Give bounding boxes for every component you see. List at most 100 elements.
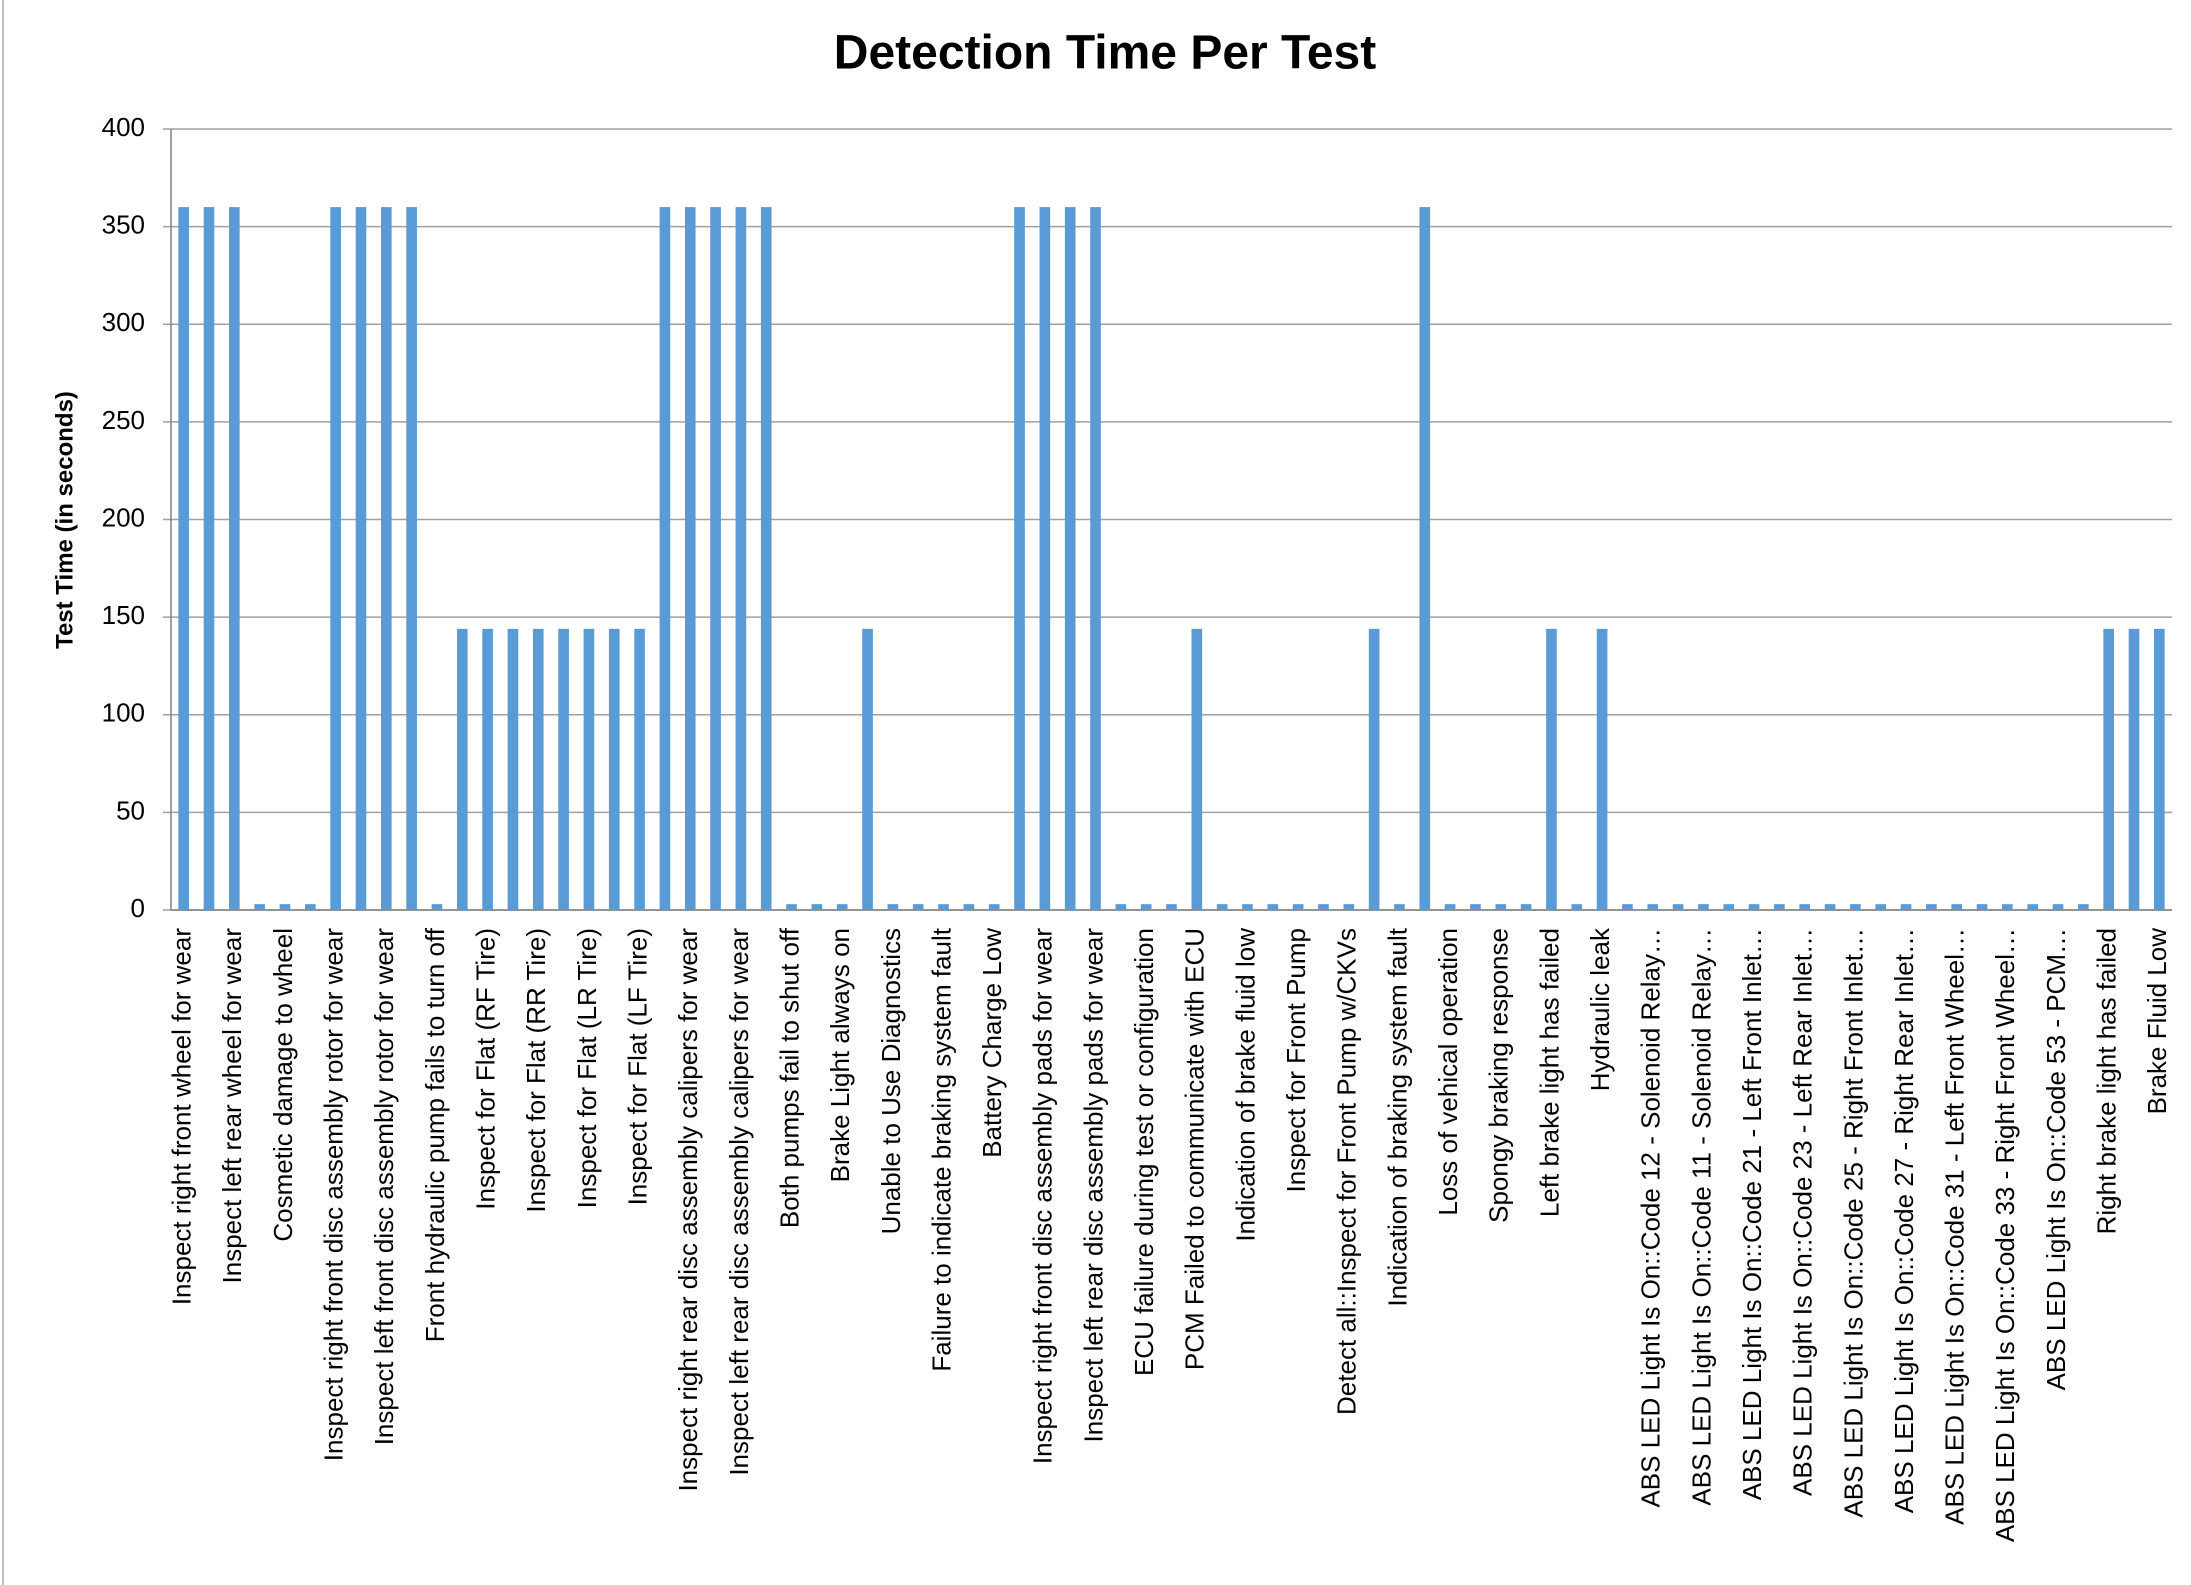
bar — [1115, 904, 1127, 910]
x-tick-label: Indication of brake fluid low — [1230, 928, 1260, 1242]
bar — [710, 207, 721, 911]
bar — [2128, 628, 2140, 910]
bar — [456, 628, 468, 910]
bar — [912, 904, 924, 910]
x-tick-label: ABS LED Light Is On::Code 53 - PCM… — [2041, 928, 2071, 1390]
bar — [583, 628, 595, 910]
bar — [1394, 904, 1405, 910]
bar — [279, 904, 291, 910]
bar — [1444, 904, 1456, 910]
x-tick-label: Both pumps fail to shut off — [774, 927, 804, 1228]
bar — [634, 628, 645, 910]
bar — [1292, 904, 1304, 910]
bar — [1216, 904, 1228, 910]
y-axis-title: Test Time (in seconds) — [51, 391, 78, 649]
bar — [507, 628, 519, 910]
bar — [406, 207, 417, 911]
x-tick-label: ABS LED Light Is On::Code 33 - Right Fro… — [1990, 928, 2020, 1542]
bar — [938, 904, 949, 910]
y-tick-label: 250 — [102, 405, 145, 435]
bar — [1672, 904, 1684, 910]
bar — [1647, 904, 1659, 910]
x-tick-label: Front hydraulic pump fails to turn off — [420, 927, 450, 1342]
bar — [2002, 904, 2013, 910]
bar — [1926, 904, 1937, 910]
bar — [203, 207, 215, 911]
bar — [1039, 207, 1051, 911]
bar — [1166, 904, 1177, 910]
bar — [558, 628, 569, 910]
x-tick-label: ECU failure during test or configuration — [1129, 928, 1159, 1376]
bar — [1520, 904, 1532, 910]
bar — [1318, 904, 1329, 910]
x-tick-label: ABS LED Light Is On::Code 11 - Solenoid … — [1686, 928, 1716, 1506]
y-tick-label: 350 — [102, 210, 145, 240]
bar — [1014, 207, 1025, 911]
x-tick-label: Inspect right front disc assembly pads f… — [1028, 928, 1058, 1464]
bar — [2078, 904, 2089, 910]
bar — [380, 207, 392, 911]
bar — [1242, 904, 1253, 910]
x-tick-label: ABS LED Light Is On::Code 23 - Left Rear… — [1788, 928, 1818, 1496]
y-tick-label: 0 — [131, 893, 145, 923]
x-tick-label: Brake Fluid Low — [2142, 928, 2172, 1115]
bar — [1622, 904, 1633, 910]
bar — [1343, 904, 1355, 910]
x-tick-label: Detect all::Inspect for Front Pump w/CKV… — [1332, 928, 1362, 1415]
x-tick-label: Inspect left rear wheel for wear — [217, 928, 247, 1284]
bar — [1748, 904, 1760, 910]
x-tick-label: Unable to Use Diagnostics — [876, 928, 906, 1234]
bar — [836, 904, 848, 910]
y-tick-label: 200 — [102, 502, 145, 532]
x-tick-label: Inspect for Flat (RF Tire) — [470, 928, 500, 1210]
bar — [684, 207, 696, 911]
bar — [1267, 904, 1279, 910]
x-tick-label: Inspect right rear disc assembly caliper… — [673, 928, 703, 1492]
bar — [735, 207, 747, 911]
x-tick-label: PCM Failed to communicate with ECU — [1180, 928, 1210, 1370]
bar — [482, 628, 493, 910]
bar — [254, 904, 265, 910]
bar — [1368, 628, 1380, 910]
x-tick-label: Inspect left rear disc assembly pads for… — [1078, 928, 1108, 1443]
bar — [963, 904, 975, 910]
bar — [355, 207, 367, 911]
bar — [2052, 904, 2064, 910]
x-tick-label: Inspect left front disc assembly rotor f… — [369, 928, 399, 1446]
bar — [1191, 628, 1203, 910]
bar — [1470, 904, 1481, 910]
x-tick-label: Cosmetic damage to wheel — [268, 928, 298, 1242]
x-tick-label: Inspect right front wheel for wear — [167, 928, 197, 1306]
bar — [178, 207, 189, 911]
bar — [887, 904, 899, 910]
bar — [2103, 628, 2114, 910]
x-tick-label: ABS LED Light Is On::Code 21 - Left Fron… — [1737, 928, 1767, 1500]
y-tick-label: 300 — [102, 307, 145, 337]
x-tick-label: ABS LED Light Is On::Code 12 - Solenoid … — [1636, 928, 1666, 1508]
bar — [1571, 904, 1583, 910]
bar — [1064, 207, 1076, 911]
bar — [304, 904, 316, 910]
y-tick-label: 400 — [102, 112, 145, 142]
bar — [1140, 904, 1152, 910]
chart-title: Detection Time Per Test — [834, 27, 1376, 80]
bar — [608, 628, 620, 910]
x-tick-label: ABS LED Light Is On::Code 31 - Left Fron… — [1940, 928, 1970, 1525]
bar — [1495, 904, 1507, 910]
bar — [229, 207, 240, 911]
y-tick-label: 150 — [102, 600, 145, 630]
bar — [1951, 904, 1963, 910]
bar — [1799, 904, 1811, 910]
x-tick-label: Inspect for Front Pump — [1281, 928, 1311, 1192]
bar — [431, 904, 443, 910]
bar — [988, 904, 1000, 910]
bar — [2154, 628, 2165, 910]
bar — [1546, 628, 1557, 910]
x-tick-label: Spongy braking response — [1484, 928, 1514, 1223]
bar — [1976, 904, 1988, 910]
bar — [811, 904, 823, 910]
x-tick-label: Failure to indicate braking system fault — [926, 927, 956, 1371]
y-tick-label: 100 — [102, 698, 145, 728]
bar — [862, 628, 873, 910]
